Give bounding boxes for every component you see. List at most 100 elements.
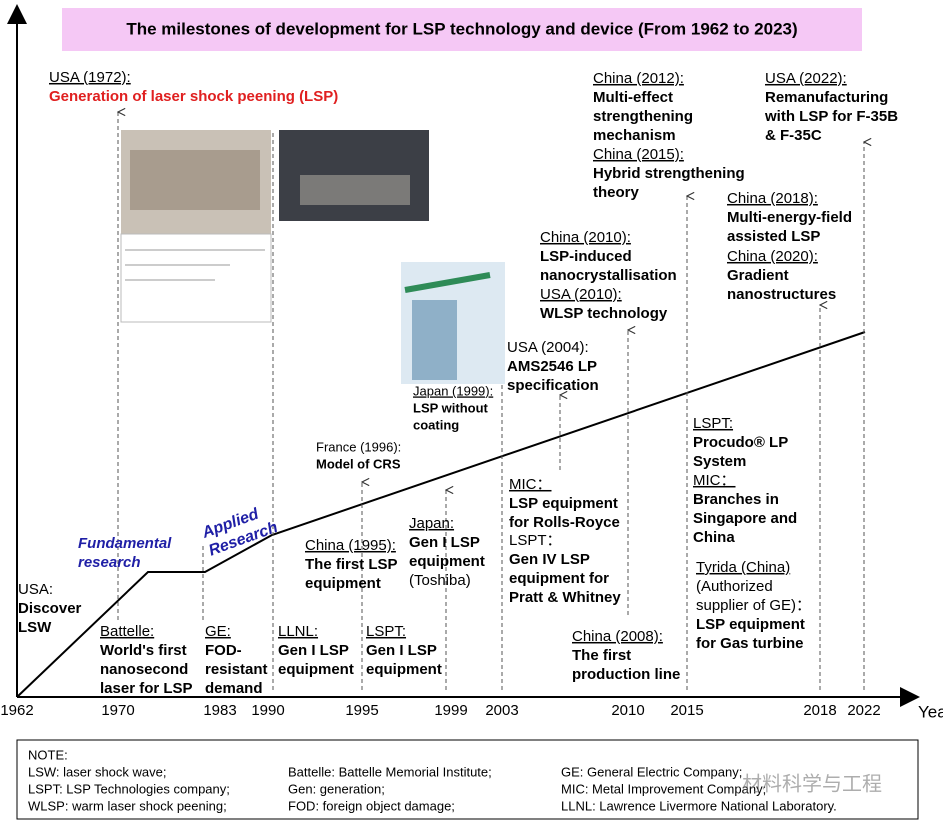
event-text: Multi-effect <box>593 89 673 106</box>
year-label: 2003 <box>485 702 518 719</box>
photos <box>120 130 505 384</box>
event-text: demand <box>205 680 263 697</box>
event-text: Remanufacturing <box>765 89 888 106</box>
event-place: China (1995): <box>305 537 396 554</box>
note-entry: MIC: Metal Improvement Company; <box>561 781 766 796</box>
year-label: 1999 <box>434 702 467 719</box>
event-place: LSPT: <box>693 415 733 432</box>
title-box <box>62 8 862 51</box>
event-text: LSW <box>18 619 52 636</box>
event-text: assisted LSP <box>727 228 820 245</box>
event-text: The first LSP <box>305 556 398 573</box>
event-text: Model of CRS <box>316 456 401 471</box>
event-text: equipment <box>278 661 354 678</box>
trend-line <box>16 331 866 698</box>
event-text: Gen I LSP <box>366 642 437 659</box>
event-place: China (2012): <box>593 70 684 87</box>
event-text: equipment for <box>509 570 609 587</box>
year-label: 2010 <box>611 702 644 719</box>
event-text: coating <box>413 417 459 432</box>
event-place: USA (2004): <box>507 339 589 356</box>
event-text: & F-35C <box>765 127 822 144</box>
event-text: theory <box>593 184 640 201</box>
note-entry: LSW: laser shock wave; <box>28 764 166 779</box>
note-entry: Battelle: Battelle Memorial Institute; <box>288 764 492 779</box>
event-place: China (2015): <box>593 146 684 163</box>
event-text: Gen IV LSP <box>509 551 590 568</box>
event-text: Gen I LSP <box>409 534 480 551</box>
event-place: Battelle: <box>100 623 154 640</box>
year-label: 2018 <box>803 702 836 719</box>
event-text: Procudo® LP <box>693 434 788 451</box>
event-text: LSP equipment <box>509 495 618 512</box>
event-place: LLNL: <box>278 623 318 640</box>
event-text: laser for LSP <box>100 680 193 697</box>
event-text: LSP-induced <box>540 248 632 265</box>
event-text: equipment <box>409 553 485 570</box>
event-place: Tyrida (China) <box>696 559 790 576</box>
event-place: GE: <box>205 623 231 640</box>
event-place: MIC： <box>509 476 552 493</box>
event-text: specification <box>507 377 599 394</box>
event-text: nanosecond <box>100 661 188 678</box>
year-label: 1995 <box>345 702 378 719</box>
event-place: LSPT： <box>509 532 562 549</box>
event-text: mechanism <box>593 127 676 144</box>
event-text: Hybrid strengthening <box>593 165 745 182</box>
event-text: Gradient <box>727 267 789 284</box>
year-label: 2015 <box>670 702 703 719</box>
event-text: resistant <box>205 661 268 678</box>
note-entry: WLSP: warm laser shock peening; <box>28 798 227 813</box>
event-place: China (2018): <box>727 190 818 207</box>
phase-label: Fundamental <box>78 535 172 552</box>
event-place: USA: <box>18 581 53 598</box>
event-text: nanostructures <box>727 286 836 303</box>
event-text: Gen I LSP <box>278 642 349 659</box>
event-place: China (2008): <box>572 628 663 645</box>
event-text: for Rolls-Royce <box>509 514 620 531</box>
year-label: 1970 <box>101 702 134 719</box>
event-place: USA (1972): <box>49 69 131 86</box>
event-text: production line <box>572 666 680 683</box>
note-entry: FOD: foreign object damage; <box>288 798 455 813</box>
event-place: Japan (1999): <box>413 383 493 398</box>
event-place: LSPT: <box>366 623 406 640</box>
event-place: France (1996): <box>316 439 401 454</box>
event-text: Branches in <box>693 491 779 508</box>
event-text: System <box>693 453 746 470</box>
note-entry: LLNL: Lawrence Livermore National Labora… <box>561 798 837 813</box>
event-detail: (Authorized <box>696 578 773 595</box>
title: The milestones of development for LSP te… <box>126 19 797 38</box>
note-entry: Gen: generation; <box>288 781 385 796</box>
note-heading: NOTE: <box>28 747 68 762</box>
event-place: Japan: <box>409 515 454 532</box>
event-text: LSP without <box>413 400 489 415</box>
event-text: Multi-energy-field <box>727 209 852 226</box>
event-text: Generation of laser shock peening (LSP) <box>49 88 338 105</box>
event-place: USA (2010): <box>540 286 622 303</box>
event-text: Pratt & Whitney <box>509 589 621 606</box>
event-detail: supplier of GE)： <box>696 597 811 614</box>
note-box <box>16 739 919 820</box>
event-text: strengthening <box>593 108 693 125</box>
event-text: AMS2546 LP <box>507 358 597 375</box>
event-text: Singapore and <box>693 510 797 527</box>
guide-lines <box>118 112 864 690</box>
note-entry: LSPT: LSP Technologies company; <box>28 781 230 796</box>
axis-unit: Year <box>918 702 943 721</box>
year-label: 2022 <box>847 702 880 719</box>
event-text: LSP equipment <box>696 616 805 633</box>
event-text: equipment <box>366 661 442 678</box>
event-text: China <box>693 529 735 546</box>
event-detail: (Toshiba) <box>409 572 471 589</box>
event-place: USA (2022): <box>765 70 847 87</box>
year-label: 1962 <box>0 702 33 719</box>
event-place: China (2020): <box>727 248 818 265</box>
event-text: with LSP for F-35B <box>764 108 898 125</box>
event-text: FOD- <box>205 642 242 659</box>
event-text: Discover <box>18 600 82 617</box>
event-text: WLSP technology <box>540 305 668 322</box>
year-label: 1983 <box>203 702 236 719</box>
event-place: China (2010): <box>540 229 631 246</box>
